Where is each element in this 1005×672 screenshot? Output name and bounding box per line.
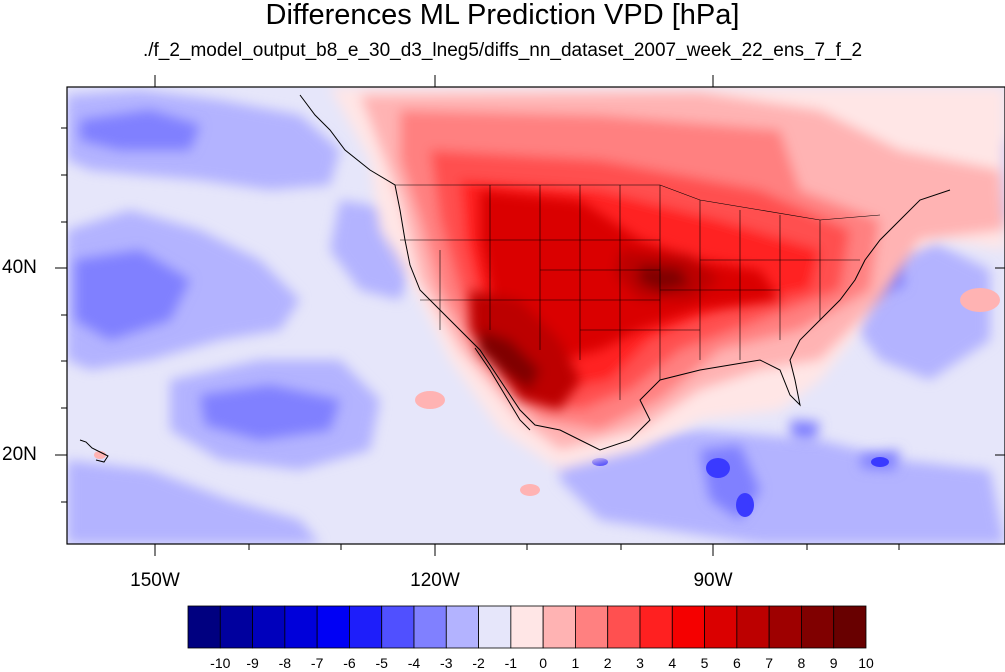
colorbar-label: -3 [440,655,453,671]
colorbar-swatch [349,605,383,649]
colorbar-swatch [219,605,253,649]
colorbar-label: 7 [765,655,774,671]
colorbar-swatch [768,605,802,649]
colorbar-label: -9 [246,655,259,671]
colorbar-swatch [801,605,835,649]
lon-label-120w: 120W [410,570,460,591]
colorbar-swatch [478,605,512,649]
colorbar-label: 10 [858,655,874,671]
colorbar-label: -1 [504,655,518,671]
state-borders [395,184,881,400]
colorbar-swatch [704,605,738,649]
colorbar-label: -8 [278,655,292,671]
colorbar-swatch [187,605,221,649]
colorbar-swatch [284,605,318,649]
colorbar-swatch [607,605,641,649]
colorbar-swatch [510,605,544,649]
colorbar-swatch [639,605,673,649]
colorbar-label: 6 [732,655,741,671]
map-field [67,87,1005,544]
colorbar-swatch [736,605,770,649]
colorbar-label: -5 [375,655,388,671]
colorbar-label: -6 [343,655,356,671]
colorbar-swatch [413,605,447,649]
colorbar-swatch [833,605,867,649]
colorbar-label: 2 [603,655,612,671]
colorbar-label: 0 [539,655,548,671]
chart-title: Differences ML Prediction VPD [hPa] [265,0,740,31]
lon-label-90w: 90W [693,570,733,591]
strong-positive-anomaly-areas [470,190,780,410]
colorbar-label: 9 [829,655,838,671]
colorbar-label: 1 [571,655,580,671]
lat-label-20n: 20N [2,444,37,465]
colorbar-swatch [575,605,609,649]
colorbar-label: -10 [210,655,231,671]
colorbar-label: -2 [472,655,485,671]
colorbar-label: 4 [668,655,677,671]
chart-subtitle: ./f_2_model_output_b8_e_30_d3_lneg5/diff… [142,40,863,61]
colorbar-label: 3 [636,655,644,671]
colorbar-label: 5 [700,655,709,671]
colorbar-label: 8 [797,655,806,671]
colorbar-swatch [381,605,415,649]
colorbar-swatch [542,605,576,649]
colorbar-swatch [445,605,479,649]
colorbar-swatch [252,605,286,649]
colorbar-label: -4 [407,655,421,671]
lat-label-40n: 40N [2,257,37,278]
coastlines [79,94,951,463]
colorbar-label: -7 [310,655,324,671]
lon-label-150w: 150W [130,570,180,591]
colorbar-swatch [316,605,350,649]
axis-ticks [55,75,1005,556]
colorbar-swatch [671,605,705,649]
small-positive-patches [94,288,1000,496]
